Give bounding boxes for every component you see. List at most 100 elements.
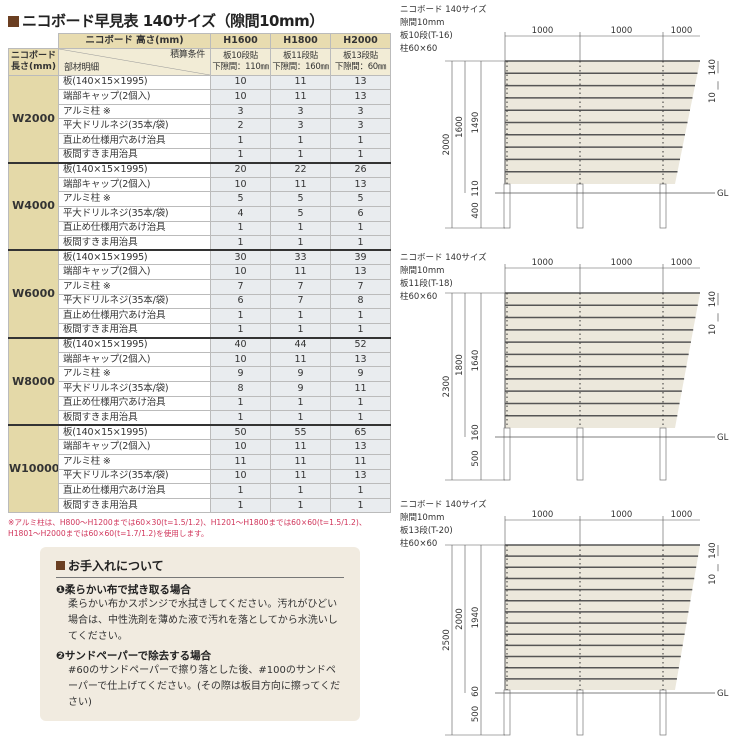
bottom-gap: 下隙間：160㎜ xyxy=(272,61,329,72)
quantity-cell: 1 xyxy=(210,483,271,499)
length-cell: W6000 xyxy=(8,249,59,339)
quantity-cell: 7 xyxy=(330,278,391,295)
part-name: 板間すきま用治具 xyxy=(58,410,211,426)
quantity-cell: 13 xyxy=(330,89,391,105)
quantity-cell: 9 xyxy=(210,366,271,383)
post xyxy=(503,689,511,736)
length-header: ニコボード 長さ(mm) xyxy=(8,47,59,76)
quantity-cell: 5 xyxy=(270,191,331,207)
quantity-cell: 13 xyxy=(330,439,391,456)
table-row: 端部キャップ(2個入) 10 11 13 xyxy=(9,351,391,368)
dimension-gap: 10 xyxy=(708,92,718,103)
part-name: 直止め仕様用穴あけ治具 xyxy=(58,395,211,412)
table-row: アルミ柱 ※ 5 5 5 xyxy=(9,191,391,207)
quantity-cell: 1 xyxy=(270,410,331,426)
quantity-cell: 13 xyxy=(330,351,391,368)
quantity-cell: 3 xyxy=(330,103,391,120)
dimension-bottom_gap: 60 xyxy=(471,686,481,697)
spec-line: 柱60×60 xyxy=(400,43,437,54)
condition-label: 積算条件 xyxy=(170,49,205,60)
table-row: アルミ柱 ※ 11 11 11 xyxy=(9,454,391,470)
quantity-cell: 7 xyxy=(210,278,271,295)
quantity-cell: 5 xyxy=(270,205,331,222)
part-name: 板間すきま用治具 xyxy=(58,497,211,514)
col-h1800: H1800 xyxy=(270,33,331,49)
table-row: 端部キャップ(2個入) 10 11 13 xyxy=(9,264,391,280)
table-row: 板間すきま用治具 1 1 1 xyxy=(9,322,391,339)
quantity-cell: 11 xyxy=(210,454,271,470)
table-row: 平大ドリルネジ(35本/袋) 10 11 13 xyxy=(9,468,391,485)
part-name: アルミ柱 ※ xyxy=(58,366,211,383)
table-row: 直止め仕様用穴あけ治具 1 1 1 xyxy=(9,308,391,324)
quantity-cell: 10 xyxy=(210,351,271,368)
quantity-cell: 20 xyxy=(210,161,271,178)
quantity-cell: 8 xyxy=(330,293,391,310)
cond-h1800: 板11段貼 下隙間：160㎜ xyxy=(270,47,331,76)
part-name: アルミ柱 ※ xyxy=(58,278,211,295)
part-name: 板(140×15×1995) xyxy=(58,424,211,441)
col-h1600: H1600 xyxy=(210,33,271,49)
dimension-board-width: 140 xyxy=(708,59,718,75)
table-row: 直止め仕様用穴あけ治具 1 1 1 xyxy=(9,220,391,237)
quantity-cell: 11 xyxy=(270,439,331,456)
table-row: W6000 板(140×15×1995) 30 33 39 xyxy=(8,249,391,339)
table-row: 端部キャップ(2個入) 10 11 13 xyxy=(9,439,391,456)
quantity-cell: 1 xyxy=(270,147,331,164)
bottom-gap: 下隙間：110㎜ xyxy=(212,61,269,72)
top-dimension: 1000 xyxy=(611,26,633,36)
post xyxy=(659,183,667,229)
title-text: ニコボード早見表 140サイズ（隙間10mm） xyxy=(22,12,324,30)
quantity-cell: 6 xyxy=(330,205,391,222)
part-name: 板(140×15×1995) xyxy=(58,74,211,91)
length-cell: W10000 xyxy=(8,424,59,514)
dimension-height: 1600 xyxy=(455,116,465,138)
table-row: アルミ柱 ※ 9 9 9 xyxy=(9,366,391,383)
spec-line: 隙間10mm xyxy=(400,265,444,276)
post xyxy=(659,689,667,736)
table-row: 端部キャップ(2個入) 10 11 13 xyxy=(9,176,391,193)
quantity-cell: 11 xyxy=(270,454,331,470)
part-name: 板間すきま用治具 xyxy=(58,147,211,164)
quantity-cell: 3 xyxy=(270,103,331,120)
quantity-cell: 39 xyxy=(330,249,391,266)
quantity-cell: 9 xyxy=(270,381,331,397)
quantity-cell: 1 xyxy=(330,395,391,412)
dimension-bottom_gap: 160 xyxy=(471,424,481,440)
quantity-cell: 30 xyxy=(210,249,271,266)
quantity-cell: 3 xyxy=(210,103,271,120)
spec-line: ニコボード 140サイズ xyxy=(400,499,487,510)
quantity-cell: 1 xyxy=(270,483,331,499)
quantity-cell: 50 xyxy=(210,424,271,441)
page-title: ニコボード早見表 140サイズ（隙間10mm） xyxy=(8,10,324,31)
care-body-1: 柔らかい布かスポンジで水拭きしてください。汚れがひどい場合は、中性洗剤を薄めた液… xyxy=(68,599,338,643)
table-row: 板間すきま用治具 1 1 1 xyxy=(9,147,391,164)
quantity-cell: 1 xyxy=(210,132,271,149)
quick-reference-table: ニコボード 高さ(mm) H1600 H1800 H2000 ニコボード 長さ(… xyxy=(8,33,391,514)
quantity-cell: 26 xyxy=(330,161,391,178)
square-bullet-icon xyxy=(56,561,65,571)
quantity-cell: 13 xyxy=(330,74,391,91)
blank-cell xyxy=(8,33,59,49)
top-dimension: 1000 xyxy=(611,510,633,520)
table-row: W8000 板(140×15×1995) 40 44 52 xyxy=(8,336,391,426)
diagonal-header: 積算条件 部材明細 xyxy=(58,47,211,76)
quantity-cell: 1 xyxy=(210,147,271,164)
quantity-cell: 11 xyxy=(270,351,331,368)
table-row: 平大ドリルネジ(35本/袋) 6 7 8 xyxy=(9,293,391,310)
quantity-cell: 52 xyxy=(330,336,391,353)
quantity-cell: 11 xyxy=(270,176,331,193)
table-row: W2000 板(140×15×1995) 10 11 13 xyxy=(8,74,391,164)
ground-label: GL xyxy=(717,433,729,443)
quantity-cell: 3 xyxy=(330,118,391,134)
part-name: 平大ドリルネジ(35本/袋) xyxy=(58,293,211,310)
quantity-cell: 1 xyxy=(270,235,331,251)
quantity-cell: 65 xyxy=(330,424,391,441)
quantity-cell: 1 xyxy=(330,308,391,324)
quantity-cell: 1 xyxy=(210,235,271,251)
spec-line: 板13段(T-20) xyxy=(400,525,453,536)
table-row: 板間すきま用治具 1 1 1 xyxy=(9,497,391,514)
post xyxy=(503,427,511,481)
